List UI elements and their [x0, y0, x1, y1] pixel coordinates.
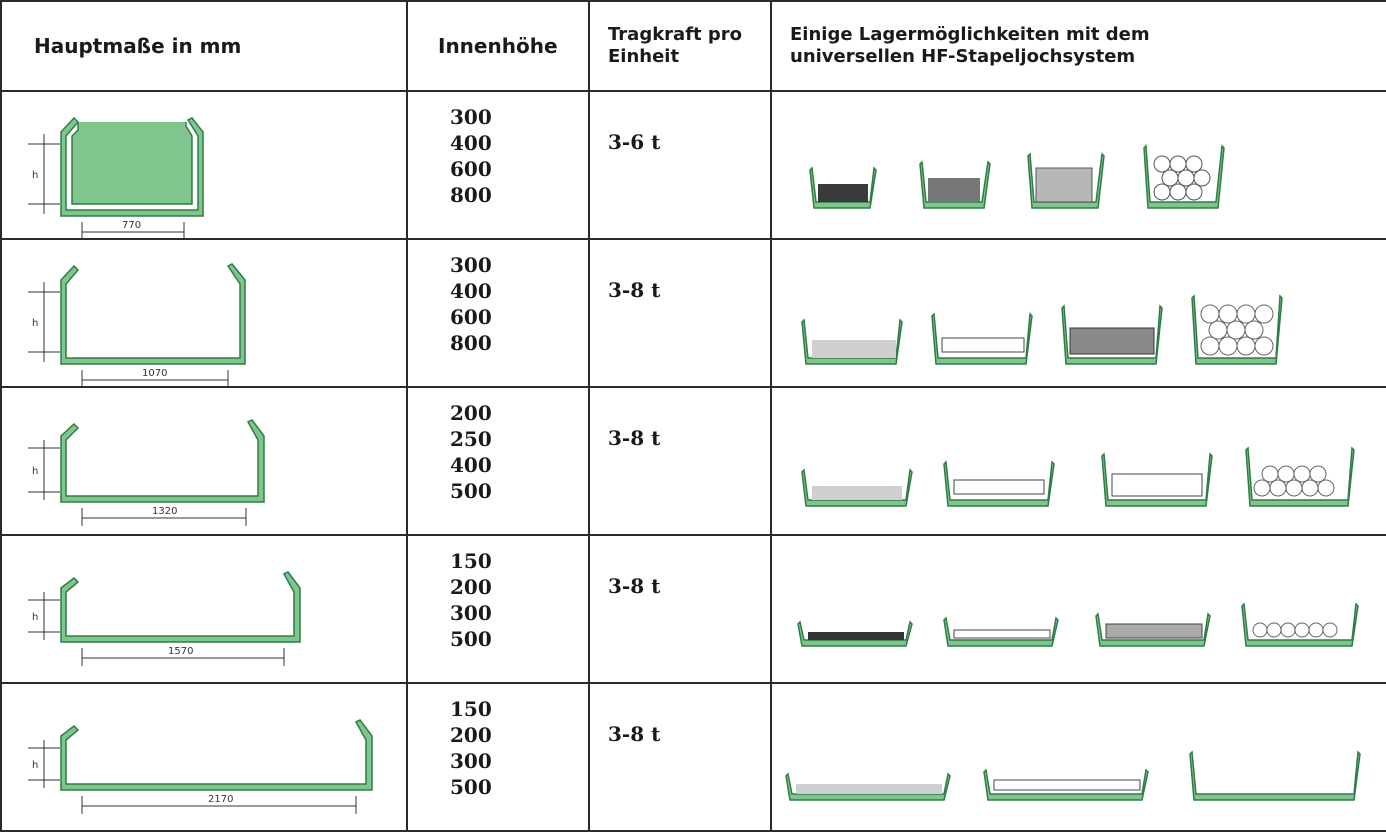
- table-row: h 1570 150 200 300 500 3-8 t: [0, 534, 1386, 684]
- storage-examples-icon: [801, 294, 1283, 365]
- header-storage-line2: universellen HF-Stapeljochsystem: [790, 46, 1136, 67]
- dimension-drawing-cell: h 1320: [0, 386, 408, 536]
- table-row: h 2170 150 200 300 500 3-8 t: [0, 682, 1386, 832]
- height-value: 300: [450, 749, 492, 773]
- dimension-drawing-cell: h 2170: [0, 682, 408, 832]
- storage-examples-icon: [797, 602, 1359, 647]
- height-value: 300: [450, 601, 492, 625]
- storage-examples-cell: [770, 534, 1386, 684]
- storage-examples-cell: [770, 238, 1386, 388]
- height-value: 200: [450, 723, 492, 747]
- capacity-cell: 3-8 t: [588, 238, 772, 388]
- header-row: Hauptmaße in mm Innenhöhe Tragkraft pro …: [0, 0, 1386, 92]
- stacking-yoke-1570-icon: h 1570: [28, 571, 301, 666]
- inner-heights-cell: 150 200 300 500: [406, 534, 590, 684]
- height-value: 400: [450, 131, 492, 155]
- capacity-cell: 3-6 t: [588, 90, 772, 240]
- width-label: 1070: [142, 368, 167, 379]
- height-value: 500: [450, 479, 492, 503]
- height-value: 500: [450, 627, 492, 651]
- inner-heights-cell: 300 400 600 800: [406, 238, 590, 388]
- storage-examples-icon: [785, 750, 1361, 801]
- capacity-cell: 3-8 t: [588, 386, 772, 536]
- storage-examples-icon: [809, 144, 1225, 209]
- header-capacity-line1: Tragkraft pro: [608, 24, 743, 45]
- width-label: 1570: [168, 646, 193, 657]
- dimension-drawing-cell: h 1570: [0, 534, 408, 684]
- height-value: 250: [450, 427, 492, 451]
- header-capacity-line2: Einheit: [608, 46, 680, 67]
- height-value: 800: [450, 331, 492, 355]
- stacking-yoke-770-icon: h 770: [28, 116, 204, 238]
- inner-heights-cell: 200 250 400 500: [406, 386, 590, 536]
- h-label: h: [32, 318, 38, 329]
- h-label: h: [32, 760, 38, 771]
- stacking-yoke-1320-icon: h 1320: [28, 419, 265, 526]
- storage-examples-cell: [770, 386, 1386, 536]
- header-dimensions: Hauptmaße in mm: [0, 0, 408, 92]
- h-label: h: [32, 612, 38, 623]
- height-value: 150: [450, 549, 492, 573]
- header-capacity: Tragkraft pro Einheit: [588, 0, 772, 92]
- table-row: h 770 300 400 600 800 3-6 t: [0, 90, 1386, 240]
- height-value: 400: [450, 279, 492, 303]
- table-row: h 1070 300 400 600 800 3-8 t: [0, 238, 1386, 388]
- h-label: h: [32, 170, 38, 181]
- height-value: 300: [450, 105, 492, 129]
- header-inner-height: Innenhöhe: [406, 0, 590, 92]
- header-storage: Einige Lagermöglichkeiten mit dem univer…: [770, 0, 1386, 92]
- width-label: 770: [122, 220, 141, 231]
- capacity-cell: 3-8 t: [588, 534, 772, 684]
- dimension-drawing-cell: h 770: [0, 90, 408, 240]
- height-value: 200: [450, 401, 492, 425]
- height-value: 300: [450, 253, 492, 277]
- height-value: 150: [450, 697, 492, 721]
- width-label: 2170: [208, 794, 233, 805]
- h-label: h: [32, 466, 38, 477]
- inner-heights-cell: 300 400 600 800: [406, 90, 590, 240]
- height-value: 500: [450, 775, 492, 799]
- stacking-yoke-1070-icon: h 1070: [28, 263, 246, 386]
- height-value: 800: [450, 183, 492, 207]
- width-label: 1320: [152, 506, 177, 517]
- header-storage-line1: Einige Lagermöglichkeiten mit dem: [790, 24, 1150, 45]
- height-value: 600: [450, 157, 492, 181]
- storage-examples-cell: [770, 682, 1386, 832]
- storage-examples-cell: [770, 90, 1386, 240]
- stacking-yoke-2170-icon: h 2170: [28, 719, 373, 814]
- capacity-cell: 3-8 t: [588, 682, 772, 832]
- height-value: 600: [450, 305, 492, 329]
- height-value: 400: [450, 453, 492, 477]
- storage-examples-icon: [801, 446, 1355, 507]
- height-value: 200: [450, 575, 492, 599]
- table-row: h 1320 200 250 400 500 3-8 t: [0, 386, 1386, 536]
- dimension-drawing-cell: h 1070: [0, 238, 408, 388]
- inner-heights-cell: 150 200 300 500: [406, 682, 590, 832]
